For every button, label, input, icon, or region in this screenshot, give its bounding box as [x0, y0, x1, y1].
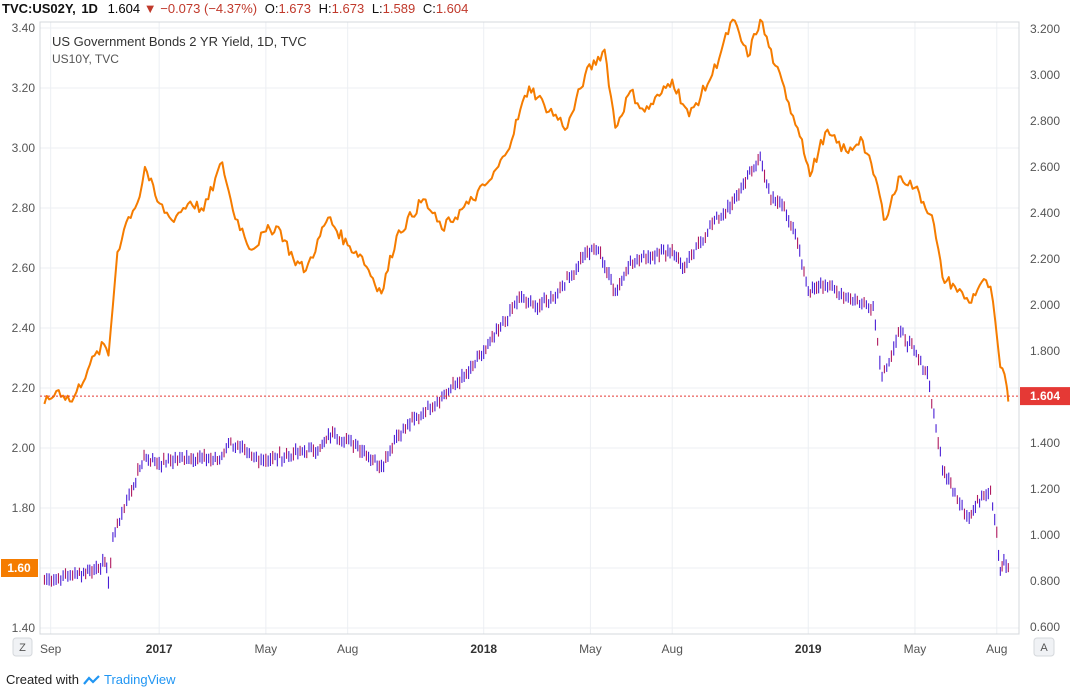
right-tick-label: 3.200	[1030, 22, 1060, 36]
us10y-line	[43, 18, 1010, 405]
left-tick-label: 2.80	[12, 201, 36, 215]
right-tick-label: 2.600	[1030, 160, 1060, 174]
tradingview-logo-icon	[83, 675, 100, 685]
plot-frame	[39, 21, 1020, 635]
time-axis[interactable]: Sep 2017 May Aug 2018 May Aug 2019 May Aug	[40, 642, 1007, 656]
tradingview-brand: TradingView	[103, 672, 176, 687]
high-label: H:	[318, 1, 332, 16]
left-tick-label: 1.40	[12, 621, 36, 635]
right-tick-label: 2.800	[1030, 114, 1060, 128]
chart-grid	[40, 22, 1019, 634]
left-tick-label: 3.40	[12, 21, 36, 35]
chart-legend-main[interactable]: US Government Bonds 2 YR Yield, 1D, TVC	[52, 34, 307, 49]
time-tick-label: Aug	[662, 642, 683, 656]
time-tick-label: 2018	[470, 642, 497, 656]
auto-scale-a-button[interactable]: A	[1033, 637, 1055, 657]
time-tick-label: Aug	[337, 642, 358, 656]
left-price-axis[interactable]: 3.403.203.002.802.602.402.202.001.801.60…	[12, 21, 36, 635]
a-button-label: A	[1040, 642, 1048, 654]
tradingview-link[interactable]: TradingView	[83, 670, 176, 690]
right-last-price-badge: 1.604	[1020, 387, 1070, 406]
left-tick-label: 2.40	[12, 321, 36, 335]
left-last-price-label: 1.60	[7, 561, 31, 575]
right-tick-label: 1.400	[1030, 436, 1060, 450]
right-tick-label: 1.000	[1030, 528, 1060, 542]
right-tick-label: 2.400	[1030, 206, 1060, 220]
open-label: O:	[264, 1, 279, 16]
footer-branding: Created with TradingView	[6, 670, 176, 690]
right-tick-label: 1.800	[1030, 344, 1060, 358]
close-label: C:	[422, 1, 436, 16]
zoom-z-button[interactable]: Z	[12, 637, 33, 657]
left-last-price-badge: 1.60	[1, 559, 38, 577]
right-tick-label: 2.000	[1030, 298, 1060, 312]
timeframe[interactable]: 1D	[81, 1, 98, 16]
right-tick-label: 1.200	[1030, 482, 1060, 496]
us02y-series	[43, 151, 1009, 589]
price-chart[interactable]: 3.40 3.20 3.00 2.80 2.60 2.40 2.20 2.00 1.80 1.60…	[0, 0, 1075, 670]
series-layer	[43, 18, 1010, 589]
time-tick-label: 2019	[795, 642, 822, 656]
chart-legend-overlay[interactable]: US10Y, TVC	[52, 52, 119, 66]
low-label: L:	[371, 1, 383, 16]
created-with-text: Created with	[6, 672, 79, 687]
down-arrow-icon: ▼	[143, 1, 157, 16]
left-tick-label: 2.00	[12, 441, 36, 455]
right-tick-label: 2.200	[1030, 252, 1060, 266]
close-value: 1.604	[435, 1, 469, 16]
time-tick-label: May	[904, 642, 927, 656]
right-tick-label: 3.000	[1030, 68, 1060, 82]
time-tick-label: May	[579, 642, 602, 656]
left-tick-label: 3.20	[12, 81, 36, 95]
high-value: 1.673	[331, 1, 365, 16]
right-tick-label: 0.600	[1030, 620, 1060, 634]
time-tick-label: Aug	[986, 642, 1007, 656]
time-tick-label: May	[255, 642, 278, 656]
last-price: 1.604	[107, 1, 141, 16]
symbol-name[interactable]: TVC:US02Y,	[2, 1, 76, 16]
time-tick-label: Sep	[40, 642, 62, 656]
right-tick-label: 0.800	[1030, 574, 1060, 588]
left-tick-label: 2.20	[12, 381, 36, 395]
price-change: −0.073 (−4.37%)	[160, 1, 258, 16]
left-tick-label: 1.80	[12, 501, 36, 515]
open-value: 1.673	[278, 1, 312, 16]
right-price-axis[interactable]: 3.200 3.000 2.800 2.600 2.400 2.200 2.000 1.800…	[1030, 22, 1060, 634]
left-tick-label: 2.60	[12, 261, 36, 275]
z-button-label: Z	[19, 642, 26, 654]
right-last-price-label: 1.604	[1030, 389, 1060, 403]
symbol-header: TVC:US02Y, 1D 1.604 ▼ −0.073 (−4.37%) O:…	[0, 0, 1075, 18]
time-tick-label: 2017	[146, 642, 173, 656]
low-value: 1.589	[382, 1, 416, 16]
left-tick-label: 3.00	[12, 141, 36, 155]
